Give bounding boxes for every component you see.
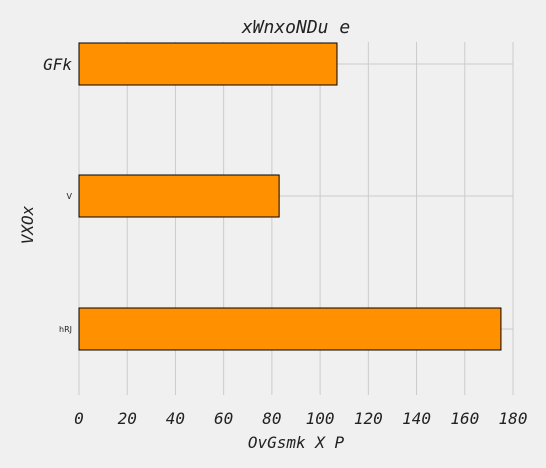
x-tick-label: 20 xyxy=(118,409,137,428)
chart-title: xWnxoNDu e xyxy=(241,17,350,38)
x-tick-label: 80 xyxy=(262,409,281,428)
bar-GFk xyxy=(78,42,338,86)
y-tick-label: hRJ xyxy=(59,325,72,334)
x-tick-labels: 0 20 40 60 80 100 120 140 160 180 xyxy=(74,409,527,428)
y-tick-label: GFk xyxy=(43,55,72,74)
x-tick-label: 160 xyxy=(450,409,479,428)
y-axis-label: VXOx xyxy=(18,205,37,244)
x-tick-label: 40 xyxy=(166,409,185,428)
x-tick-label: 60 xyxy=(214,409,233,428)
x-tick-label: 140 xyxy=(402,409,431,428)
x-tick-label: 100 xyxy=(306,409,335,428)
x-tick-label: 0 xyxy=(74,409,84,428)
x-axis-label: OvGsmk X P xyxy=(248,433,345,452)
x-tick-label: 180 xyxy=(499,409,528,428)
y-tick-label: V xyxy=(67,192,73,201)
bar-layer xyxy=(78,42,502,351)
x-tick-label: 120 xyxy=(354,409,383,428)
bar-hRJ xyxy=(78,307,502,351)
bar-V xyxy=(78,174,280,218)
